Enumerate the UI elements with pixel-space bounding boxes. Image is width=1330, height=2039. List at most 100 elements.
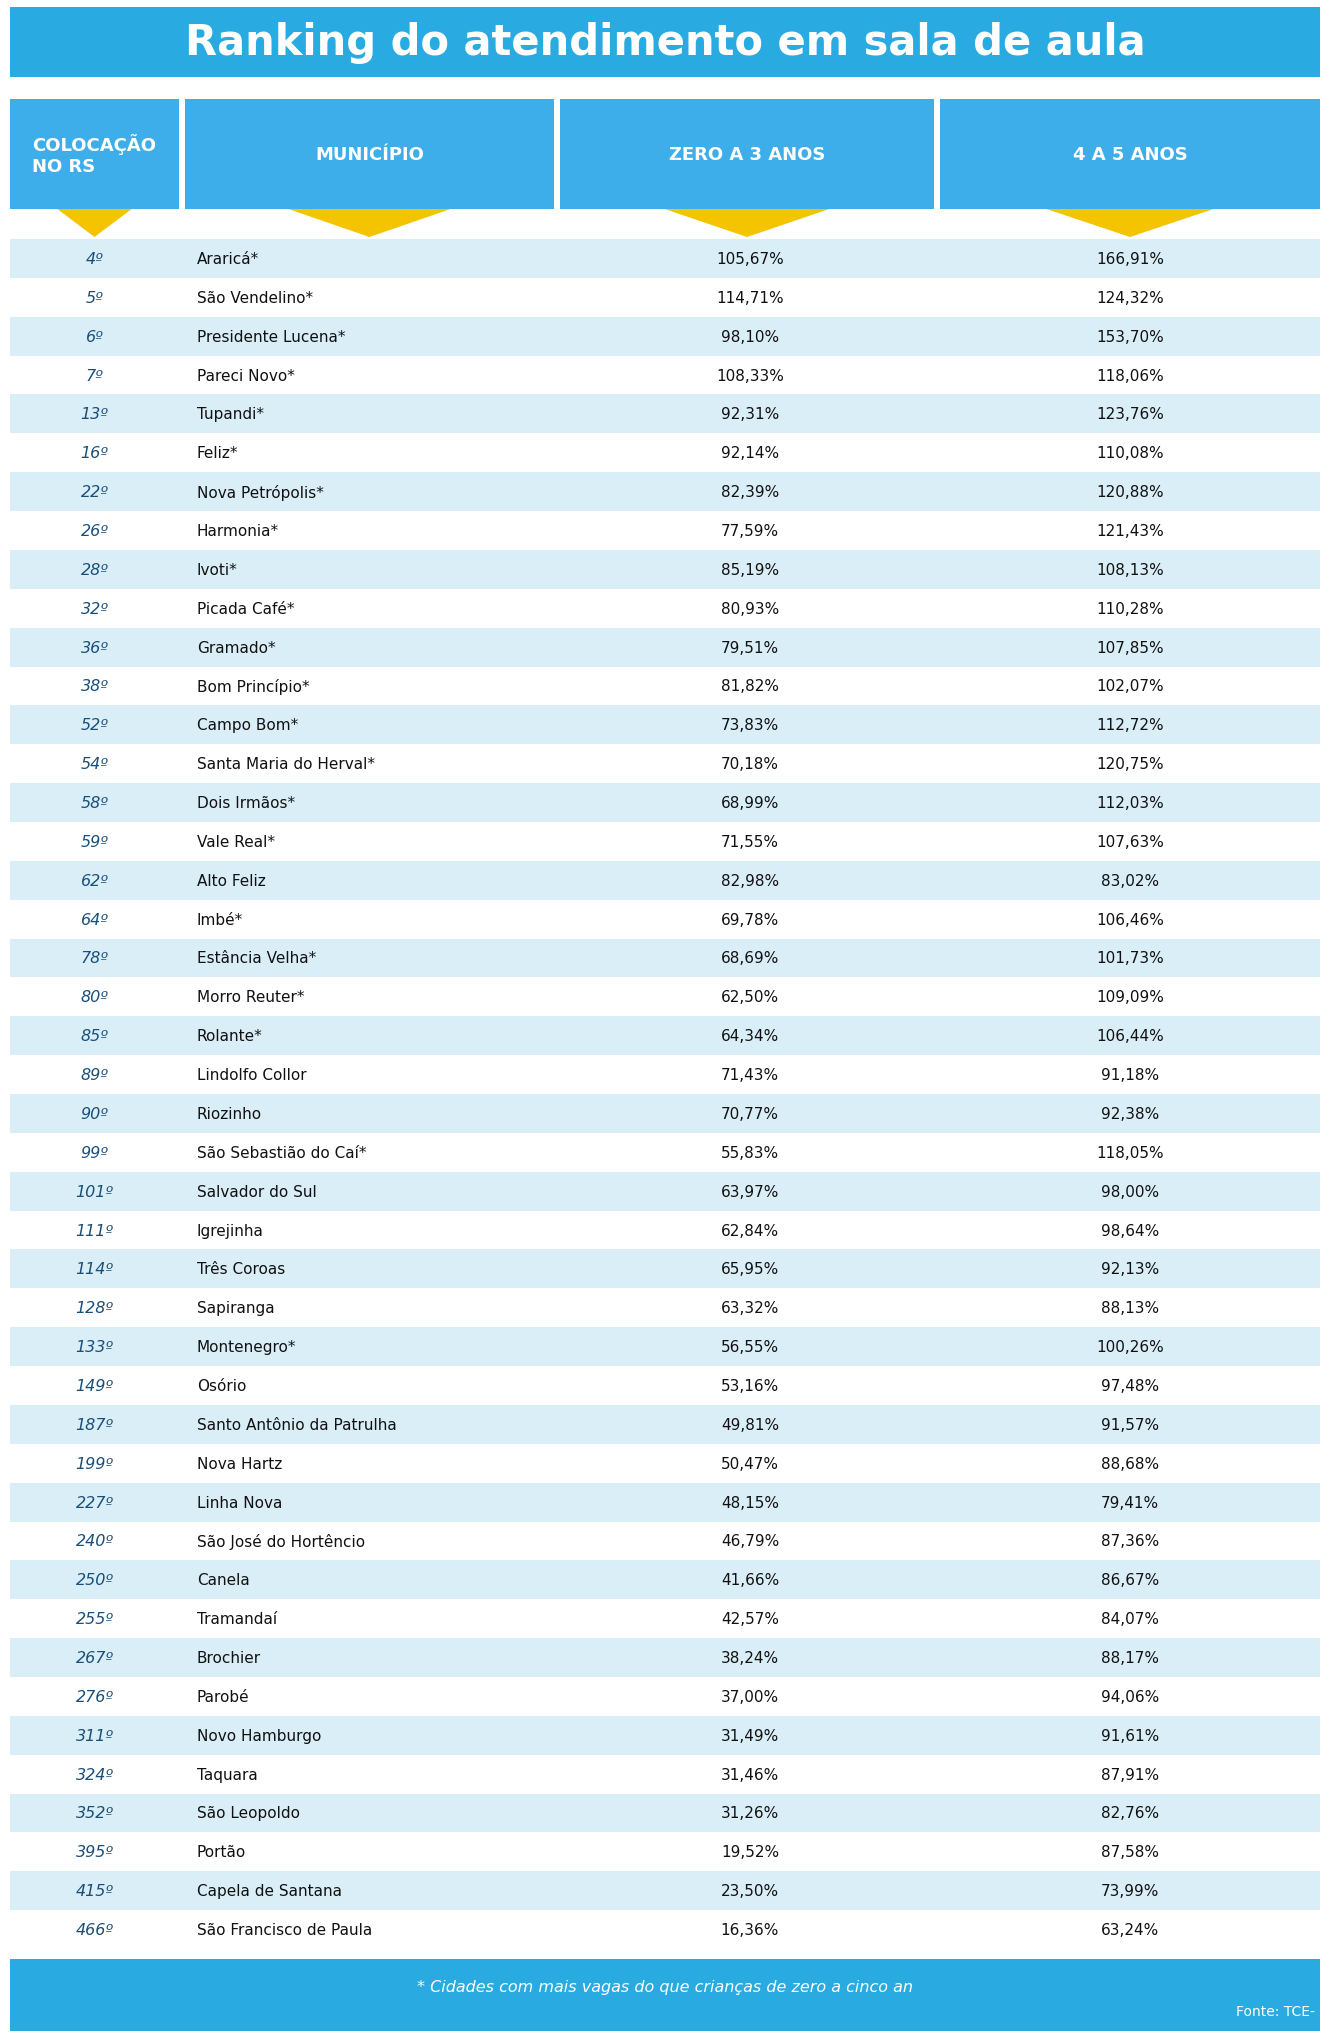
- Text: 65,95%: 65,95%: [721, 1262, 779, 1276]
- Bar: [11, 1872, 1319, 1911]
- Text: 250º: 250º: [76, 1572, 113, 1588]
- Text: 63,97%: 63,97%: [721, 1185, 779, 1199]
- Text: 38º: 38º: [81, 679, 108, 693]
- Text: 28º: 28º: [81, 563, 108, 577]
- Text: 73,83%: 73,83%: [721, 718, 779, 732]
- Text: 82,98%: 82,98%: [721, 873, 779, 889]
- Text: 92,31%: 92,31%: [721, 408, 779, 422]
- Bar: [11, 1444, 1319, 1482]
- Text: Santa Maria do Herval*: Santa Maria do Herval*: [197, 756, 375, 773]
- Text: Presidente Lucena*: Presidente Lucena*: [197, 330, 346, 345]
- Text: Imbé*: Imbé*: [197, 911, 243, 928]
- Text: 68,99%: 68,99%: [721, 795, 779, 812]
- Text: 98,64%: 98,64%: [1101, 1223, 1160, 1238]
- Text: 49,81%: 49,81%: [721, 1417, 779, 1431]
- Text: 19,52%: 19,52%: [721, 1845, 779, 1860]
- Bar: [11, 667, 1319, 705]
- Text: Riozinho: Riozinho: [197, 1107, 262, 1121]
- Text: 106,46%: 106,46%: [1096, 911, 1164, 928]
- Text: Parobé: Parobé: [197, 1688, 250, 1705]
- Text: 108,33%: 108,33%: [716, 369, 783, 383]
- Bar: [11, 705, 1319, 744]
- Text: 98,10%: 98,10%: [721, 330, 779, 345]
- Text: 59º: 59º: [81, 834, 108, 850]
- Bar: [560, 100, 934, 210]
- Text: 92,13%: 92,13%: [1101, 1262, 1160, 1276]
- Text: 4 A 5 ANOS: 4 A 5 ANOS: [1072, 147, 1188, 163]
- Text: 70,18%: 70,18%: [721, 756, 779, 773]
- Text: 199º: 199º: [76, 1456, 113, 1470]
- Bar: [11, 1959, 1319, 2031]
- Polygon shape: [1047, 210, 1213, 239]
- Text: MUNICÍPIO: MUNICÍPIO: [315, 147, 424, 163]
- Text: 88,68%: 88,68%: [1101, 1456, 1158, 1470]
- Text: 85º: 85º: [81, 1030, 108, 1044]
- Text: 64º: 64º: [81, 911, 108, 928]
- Text: 88,13%: 88,13%: [1101, 1301, 1158, 1315]
- Text: 79,51%: 79,51%: [721, 640, 779, 655]
- Text: 124,32%: 124,32%: [1096, 292, 1164, 306]
- Text: 98,00%: 98,00%: [1101, 1185, 1158, 1199]
- Text: 63,24%: 63,24%: [1101, 1923, 1160, 1937]
- Text: 111º: 111º: [76, 1223, 113, 1238]
- Text: 276º: 276º: [76, 1688, 113, 1705]
- Bar: [11, 589, 1319, 628]
- Text: 31,26%: 31,26%: [721, 1807, 779, 1821]
- Bar: [11, 1172, 1319, 1211]
- Text: Novo Hamburgo: Novo Hamburgo: [197, 1727, 322, 1743]
- Text: Alto Feliz: Alto Feliz: [197, 873, 266, 889]
- Text: COLOCAÇÃO
NO RS: COLOCAÇÃO NO RS: [32, 135, 157, 175]
- Text: 16º: 16º: [81, 447, 108, 461]
- Text: 5º: 5º: [85, 292, 104, 306]
- Text: 187º: 187º: [76, 1417, 113, 1431]
- Text: 114,71%: 114,71%: [716, 292, 783, 306]
- Text: 149º: 149º: [76, 1378, 113, 1393]
- Bar: [11, 1211, 1319, 1250]
- Text: 112,72%: 112,72%: [1096, 718, 1164, 732]
- Text: 86,67%: 86,67%: [1101, 1572, 1160, 1588]
- Text: 107,85%: 107,85%: [1096, 640, 1164, 655]
- Text: Nova Petrópolis*: Nova Petrópolis*: [197, 485, 325, 500]
- Text: 62,50%: 62,50%: [721, 989, 779, 1005]
- Text: 91,61%: 91,61%: [1101, 1727, 1160, 1743]
- Bar: [11, 1794, 1319, 1833]
- Text: 118,06%: 118,06%: [1096, 369, 1164, 383]
- Text: 4º: 4º: [85, 251, 104, 267]
- Text: 107,63%: 107,63%: [1096, 834, 1164, 850]
- Text: Lindolfo Collor: Lindolfo Collor: [197, 1068, 307, 1083]
- Bar: [11, 979, 1319, 1017]
- Text: 114º: 114º: [76, 1262, 113, 1276]
- Text: 82,76%: 82,76%: [1101, 1807, 1158, 1821]
- Bar: [11, 860, 1319, 901]
- Text: 100,26%: 100,26%: [1096, 1340, 1164, 1354]
- Text: 53,16%: 53,16%: [721, 1378, 779, 1393]
- Bar: [11, 1366, 1319, 1405]
- Text: 22º: 22º: [81, 485, 108, 500]
- Bar: [11, 1250, 1319, 1289]
- Text: 62º: 62º: [81, 873, 108, 889]
- Text: 58º: 58º: [81, 795, 108, 812]
- Bar: [11, 822, 1319, 860]
- Text: 267º: 267º: [76, 1650, 113, 1666]
- Text: 32º: 32º: [81, 602, 108, 616]
- Bar: [11, 8, 1319, 77]
- Text: Linha Nova: Linha Nova: [197, 1495, 282, 1509]
- Bar: [11, 1289, 1319, 1327]
- Text: 352º: 352º: [76, 1807, 113, 1821]
- Text: 240º: 240º: [76, 1533, 113, 1550]
- Bar: [11, 1134, 1319, 1172]
- Bar: [185, 100, 555, 210]
- Text: 68,69%: 68,69%: [721, 950, 779, 966]
- Text: São Francisco de Paula: São Francisco de Paula: [197, 1923, 372, 1937]
- Text: 36º: 36º: [81, 640, 108, 655]
- Text: Montenegro*: Montenegro*: [197, 1340, 297, 1354]
- Bar: [11, 1599, 1319, 1637]
- Text: 26º: 26º: [81, 524, 108, 538]
- Text: Morro Reuter*: Morro Reuter*: [197, 989, 305, 1005]
- Text: 31,46%: 31,46%: [721, 1766, 779, 1782]
- Text: Ranking do atendimento em sala de aula: Ranking do atendimento em sala de aula: [185, 22, 1145, 63]
- Text: 466º: 466º: [76, 1923, 113, 1937]
- Text: 324º: 324º: [76, 1766, 113, 1782]
- Bar: [11, 100, 180, 210]
- Text: Sapiranga: Sapiranga: [197, 1301, 274, 1315]
